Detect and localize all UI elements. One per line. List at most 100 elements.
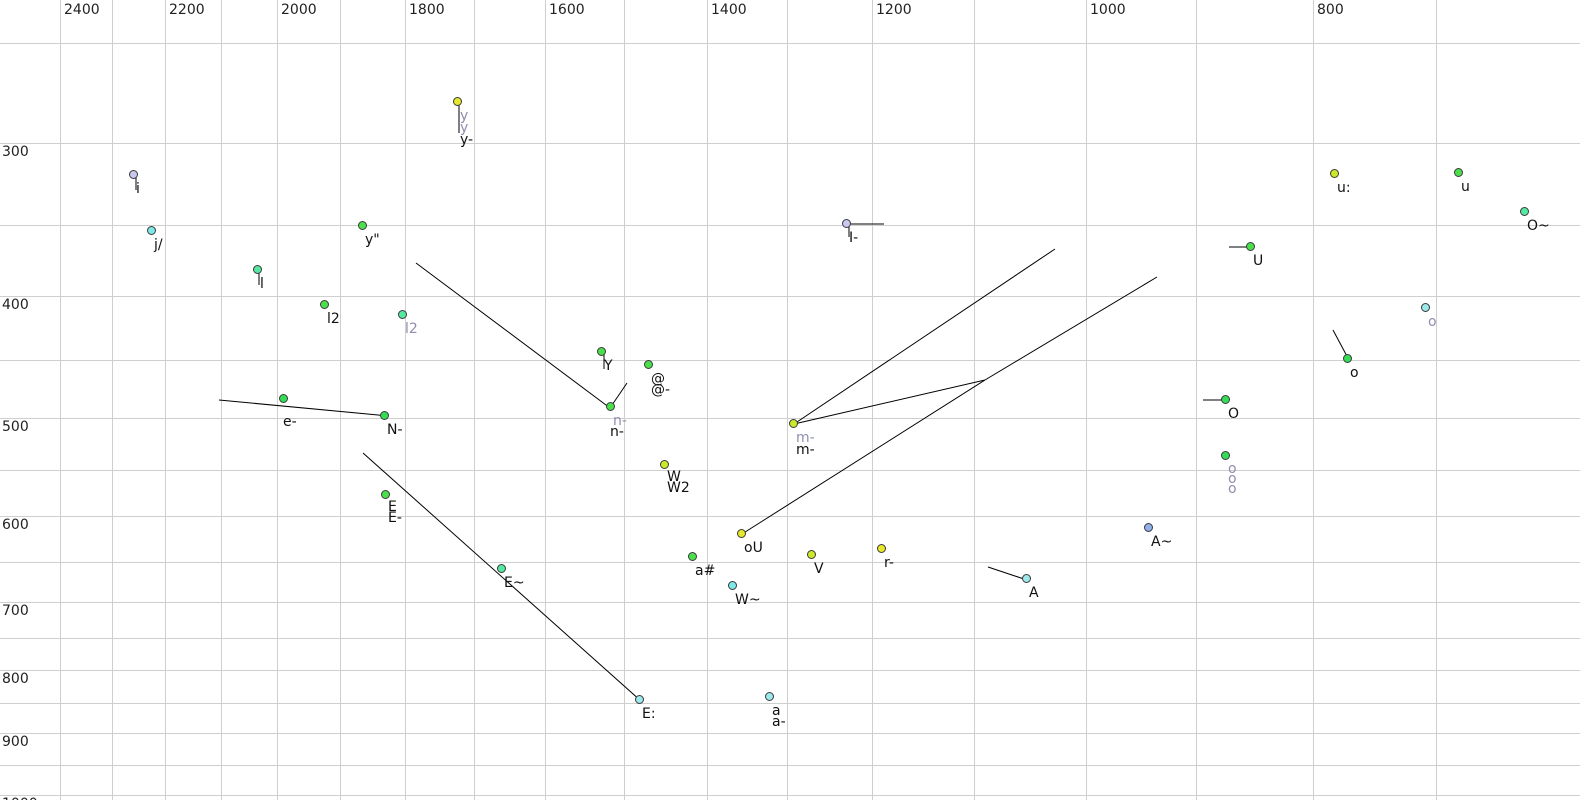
y-axis-tick-label: 700 (2, 603, 29, 619)
data-point-marker[interactable] (737, 529, 746, 538)
data-point-label: @ (651, 371, 665, 387)
connector-line (984, 276, 1158, 381)
data-point-label: y" (365, 232, 380, 248)
data-point-marker[interactable] (606, 402, 615, 411)
data-point-label: W2 (667, 480, 690, 496)
data-point-marker[interactable] (1343, 354, 1352, 363)
gridline-horizontal-minor (0, 470, 1580, 471)
data-point-marker[interactable] (1221, 395, 1230, 404)
gridline-vertical-minor (112, 0, 113, 800)
data-point-label: Y (604, 358, 613, 374)
gridline-horizontal-major (0, 795, 1580, 796)
x-axis-tick-label: 1000 (1090, 2, 1126, 18)
data-point-label: O~ (1527, 218, 1550, 234)
x-axis-tick-label: 1200 (876, 2, 912, 18)
gridline-horizontal-major (0, 516, 1580, 517)
data-point-marker[interactable] (1330, 169, 1339, 178)
gridline-vertical-minor (1196, 0, 1197, 800)
data-point-label: y (460, 108, 469, 124)
data-point-label: y (460, 120, 469, 136)
x-axis-tick-label: 1400 (711, 2, 747, 18)
data-point-marker[interactable] (129, 170, 138, 179)
data-point-label: u: (1337, 180, 1351, 196)
data-point-marker[interactable] (147, 226, 156, 235)
data-point-marker[interactable] (644, 360, 653, 369)
data-point-marker[interactable] (688, 552, 697, 561)
data-point-label: oU (744, 540, 763, 556)
gridline-vertical-major (277, 0, 278, 800)
connector-line (218, 399, 389, 417)
data-point-marker[interactable] (597, 347, 606, 356)
data-point-marker[interactable] (253, 265, 262, 274)
data-point-marker[interactable] (279, 394, 288, 403)
data-point-marker[interactable] (728, 581, 737, 590)
data-point-marker[interactable] (765, 692, 774, 701)
y-axis-tick-label: 400 (2, 297, 29, 313)
data-point-marker[interactable] (877, 544, 886, 553)
data-point-marker[interactable] (1520, 207, 1529, 216)
data-point-marker[interactable] (635, 695, 644, 704)
gridline-horizontal-major (0, 670, 1580, 671)
y-axis-tick-label: 300 (2, 144, 29, 160)
data-point-label: u (1461, 179, 1470, 195)
data-point-label: A~ (1151, 534, 1173, 550)
x-axis-tick-label: 2400 (64, 2, 100, 18)
x-axis-tick-label: 800 (1317, 2, 1344, 18)
data-point-label: n- (610, 424, 624, 440)
gridline-vertical-major (872, 0, 873, 800)
y-axis-tick-label: 800 (2, 671, 29, 687)
data-point-label: o (1350, 365, 1359, 381)
data-point-label: E: (642, 706, 656, 722)
data-point-marker[interactable] (1246, 242, 1255, 251)
data-point-label: l2 (327, 311, 340, 327)
data-point-label: a# (695, 563, 716, 579)
gridline-horizontal-minor (0, 562, 1580, 563)
gridline-horizontal-major (0, 733, 1580, 734)
data-point-marker[interactable] (358, 221, 367, 230)
data-point-label: a- (772, 714, 786, 730)
gridline-vertical-major (707, 0, 708, 800)
gridline-horizontal-minor (0, 360, 1580, 361)
data-point-label: r- (884, 555, 894, 571)
y-axis-tick-label: 600 (2, 517, 29, 533)
x-axis-tick-label: 2200 (169, 2, 205, 18)
connector-line (741, 379, 986, 535)
data-point-marker[interactable] (1421, 303, 1430, 312)
data-point-marker[interactable] (842, 219, 851, 228)
data-point-marker[interactable] (320, 300, 329, 309)
data-point-label: W (667, 469, 681, 485)
data-point-marker[interactable] (807, 550, 816, 559)
data-point-marker[interactable] (789, 419, 798, 428)
data-point-marker[interactable] (381, 490, 390, 499)
data-point-label: y- (460, 132, 474, 148)
gridline-horizontal-minor (0, 225, 1580, 226)
data-point-label: o (1228, 481, 1237, 497)
data-point-label: o (1228, 471, 1237, 487)
connector-line (415, 262, 611, 409)
gridline-horizontal-minor (0, 638, 1580, 639)
data-point-label: m- (796, 430, 815, 446)
gridline-vertical-minor (340, 0, 341, 800)
data-point-label: E~ (504, 575, 525, 591)
gridline-vertical-major (1313, 0, 1314, 800)
data-point-label: j/ (154, 237, 163, 253)
gridline-vertical-major (545, 0, 546, 800)
gridline-vertical-major (165, 0, 166, 800)
gridline-vertical-minor (624, 0, 625, 800)
x-axis-tick-label: 2000 (281, 2, 317, 18)
data-point-marker[interactable] (1144, 523, 1153, 532)
data-point-marker[interactable] (1454, 168, 1463, 177)
data-point-marker[interactable] (1221, 451, 1230, 460)
data-point-label: E (388, 499, 397, 515)
gridline-horizontal-minor (0, 43, 1580, 44)
data-point-marker[interactable] (453, 97, 462, 106)
data-point-label: O (1228, 406, 1240, 422)
gridline-vertical-major (60, 0, 61, 800)
data-point-marker[interactable] (1022, 574, 1031, 583)
data-point-marker[interactable] (398, 310, 407, 319)
data-point-marker[interactable] (497, 564, 506, 573)
data-point-marker[interactable] (660, 460, 669, 469)
data-point-marker[interactable] (380, 411, 389, 420)
